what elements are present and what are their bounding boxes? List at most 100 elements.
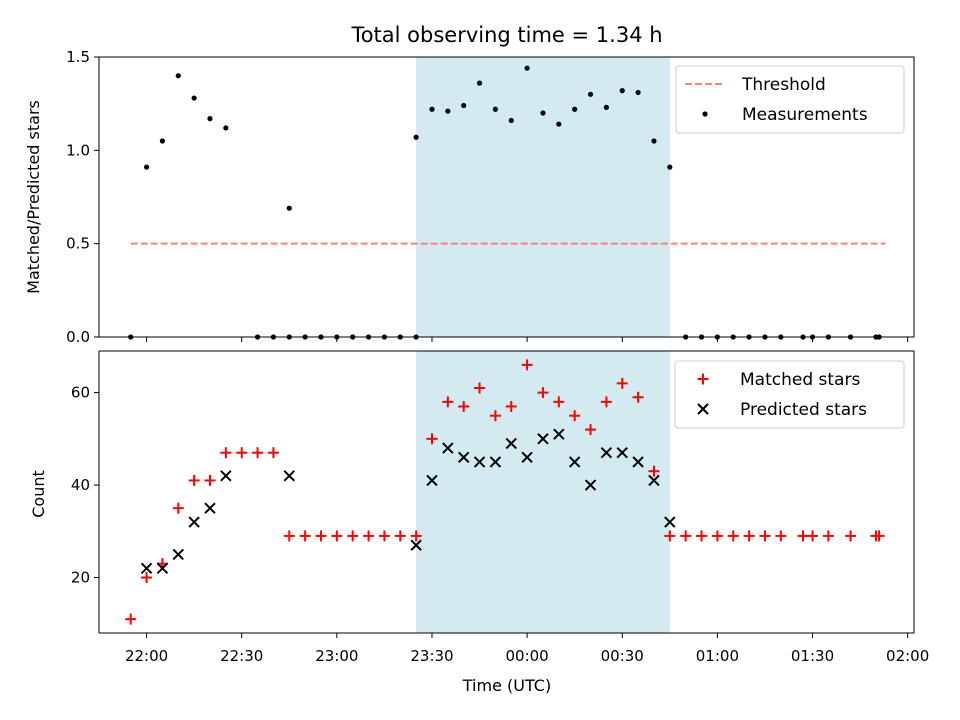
measurement-point bbox=[175, 73, 181, 79]
legend-matched-swatch bbox=[697, 373, 709, 385]
predicted-star-point bbox=[553, 428, 565, 440]
bottom-legend: Matched stars Predicted stars bbox=[674, 360, 905, 429]
matched-star-point bbox=[172, 502, 184, 514]
predicted-star-point bbox=[283, 470, 295, 482]
measurement-point bbox=[143, 164, 150, 170]
matched-star-point bbox=[188, 474, 200, 486]
predicted-star-point bbox=[426, 474, 438, 487]
matched-star-point bbox=[797, 530, 809, 542]
measurement-point bbox=[540, 110, 546, 116]
predicted-star-point bbox=[505, 437, 517, 450]
chart-title: Total observing time = 1.34 h bbox=[350, 23, 662, 47]
measurement-point bbox=[603, 104, 609, 110]
matched-star-point bbox=[315, 530, 327, 542]
matched-star-point bbox=[458, 400, 470, 412]
measurement-point bbox=[667, 164, 673, 170]
measurement-point bbox=[524, 65, 530, 71]
predicted-star-point bbox=[457, 451, 470, 464]
matched-star-point bbox=[648, 465, 660, 477]
matched-star-point bbox=[299, 530, 311, 542]
matched-star-point bbox=[505, 400, 517, 412]
measurement-point bbox=[572, 106, 578, 112]
measurement-point bbox=[413, 134, 419, 140]
predicted-star-point bbox=[584, 479, 597, 491]
top-y-axis-label: Matched/Predicted stars bbox=[24, 100, 43, 294]
predicted-star-point bbox=[220, 470, 232, 482]
bottom-y-axis-label: Count bbox=[29, 470, 48, 518]
matched-star-point bbox=[727, 530, 739, 542]
matched-star-point bbox=[537, 387, 549, 399]
x-tick-label: 22:00 bbox=[125, 647, 168, 665]
matched-star-point bbox=[204, 474, 216, 486]
legend-matched-label: Matched stars bbox=[740, 370, 860, 390]
x-tick-label: 02:00 bbox=[886, 647, 929, 665]
matched-star-point bbox=[521, 359, 533, 371]
matched-star-point bbox=[442, 396, 454, 408]
legend-threshold-label: Threshold bbox=[741, 75, 826, 95]
measurement-point bbox=[651, 138, 657, 144]
matched-star-point bbox=[283, 530, 295, 542]
matched-star-point bbox=[141, 572, 153, 584]
matched-star-point bbox=[553, 396, 565, 408]
x-tick-label: 23:00 bbox=[315, 647, 358, 665]
measurement-point bbox=[635, 89, 641, 96]
predicted-star-point bbox=[600, 446, 613, 459]
matched-star-point bbox=[569, 410, 581, 422]
measurement-point bbox=[445, 108, 451, 114]
y-tick-label: 0.0 bbox=[66, 328, 90, 346]
predicted-star-point bbox=[616, 446, 628, 459]
x-axis-label: Time (UTC) bbox=[462, 676, 551, 695]
bottom-axes-frame bbox=[98, 350, 915, 634]
matched-star-point bbox=[347, 530, 359, 542]
measurement-point bbox=[492, 106, 499, 112]
predicted-star-point bbox=[140, 562, 153, 574]
legend-predicted-swatch bbox=[697, 403, 709, 415]
predicted-star-point bbox=[473, 456, 486, 468]
predicted-star-point bbox=[204, 502, 216, 514]
matched-star-point bbox=[632, 391, 644, 403]
predicted-star-point bbox=[172, 548, 184, 561]
measurement-point bbox=[191, 95, 197, 101]
matched-star-point bbox=[252, 447, 264, 459]
predicted-star-point bbox=[410, 539, 422, 551]
measurement-point bbox=[223, 125, 229, 131]
y-tick-label: 1.5 bbox=[66, 48, 90, 66]
matched-star-point bbox=[125, 613, 137, 625]
measurement-point bbox=[619, 88, 625, 94]
matched-star-point bbox=[680, 530, 692, 542]
highlight-span bbox=[416, 57, 670, 337]
x-tick-label: 23:30 bbox=[410, 647, 453, 665]
bottom-legend-box bbox=[674, 360, 905, 429]
legend-predicted-label: Predicted stars bbox=[740, 400, 867, 420]
measurement-point bbox=[461, 102, 467, 109]
predicted-star-point bbox=[156, 562, 169, 574]
measurement-point bbox=[207, 116, 213, 122]
matched-star-point bbox=[378, 530, 390, 542]
y-tick-label: 1.0 bbox=[66, 141, 90, 159]
predicted-star-point bbox=[442, 442, 454, 454]
matched-star-point bbox=[220, 447, 232, 459]
y-tick-label: 20 bbox=[71, 569, 90, 587]
matched-star-point bbox=[600, 396, 612, 408]
predicted-star-point bbox=[489, 456, 502, 468]
matched-star-point bbox=[267, 447, 279, 459]
x-tick-label: 01:00 bbox=[696, 647, 739, 665]
predicted-star-point bbox=[664, 516, 676, 528]
measurement-point bbox=[429, 106, 435, 112]
matched-star-point bbox=[426, 433, 438, 445]
matched-star-point bbox=[363, 530, 375, 542]
matched-star-point bbox=[743, 530, 755, 542]
predicted-star-point bbox=[188, 516, 200, 528]
predicted-star-point bbox=[521, 451, 533, 464]
matched-star-point bbox=[236, 447, 248, 459]
matched-star-point bbox=[585, 424, 597, 436]
matched-star-point bbox=[845, 530, 857, 542]
matched-star-point bbox=[394, 530, 406, 542]
y-tick-label: 60 bbox=[71, 384, 90, 402]
count-panel: 20 40 60 22:00 22:30 23:00 23:30 00:00 00:30 01:… bbox=[29, 350, 929, 695]
measurement-point bbox=[508, 117, 514, 124]
top-legend-box bbox=[675, 65, 905, 134]
measurement-point bbox=[476, 80, 483, 86]
legend-measurements-label: Measurements bbox=[742, 105, 868, 125]
